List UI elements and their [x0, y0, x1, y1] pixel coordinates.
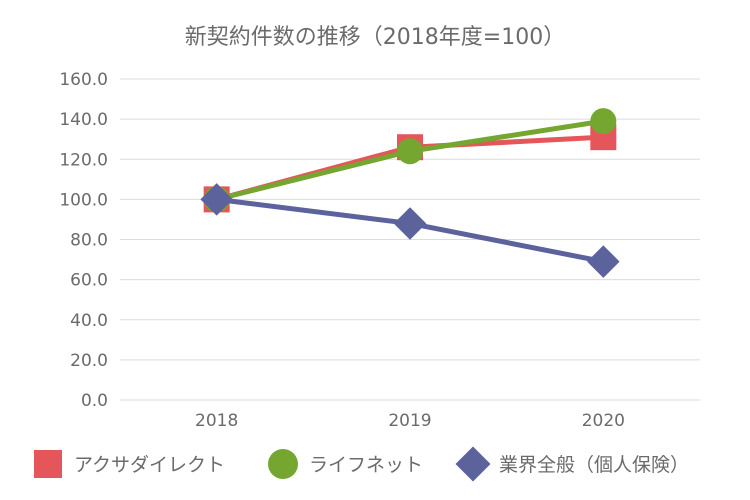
legend-label: アクサダイレクト [74, 454, 225, 476]
legend: アクサダイレクト ライフネット 業界全般（個人保険） [34, 446, 689, 482]
legend-item: 業界全般（個人保険） [455, 446, 689, 482]
y-tick-label: 80.0 [70, 231, 108, 251]
y-tick-label: 140.0 [59, 110, 108, 130]
y-tick-label: 20.0 [70, 351, 108, 371]
y-tick-label: 100.0 [59, 190, 108, 210]
series-layer [200, 108, 620, 278]
y-tick-label: 60.0 [70, 271, 108, 291]
legend-marker [34, 450, 62, 478]
legend-item: ライフネット [268, 449, 423, 479]
data-point [393, 207, 427, 240]
y-tick-label: 0.0 [81, 391, 108, 411]
legend-label: 業界全般（個人保険） [499, 454, 689, 476]
chart-title: 新契約件数の推移（2018年度=100） [185, 25, 565, 50]
legend-marker [268, 449, 298, 479]
x-axis-ticks: 2018 2019 2020 [195, 411, 625, 431]
series-group [200, 183, 620, 278]
series-group [203, 108, 617, 213]
legend-item: アクサダイレクト [34, 450, 225, 478]
data-point [397, 138, 423, 165]
legend-label: ライフネット [309, 454, 423, 476]
y-tick-label: 120.0 [59, 150, 108, 170]
y-axis-ticks: 160.0 140.0 120.0 100.0 80.0 60.0 40.0 20.0 0.0 [59, 70, 108, 411]
data-point [587, 245, 620, 278]
x-tick-label: 2020 [582, 411, 625, 431]
data-point [590, 108, 617, 135]
y-tick-label: 40.0 [70, 311, 108, 331]
x-tick-label: 2018 [195, 411, 238, 431]
data-point [200, 183, 233, 216]
y-tick-label: 160.0 [59, 70, 108, 90]
legend-marker [455, 446, 491, 482]
x-tick-label: 2019 [388, 411, 431, 431]
